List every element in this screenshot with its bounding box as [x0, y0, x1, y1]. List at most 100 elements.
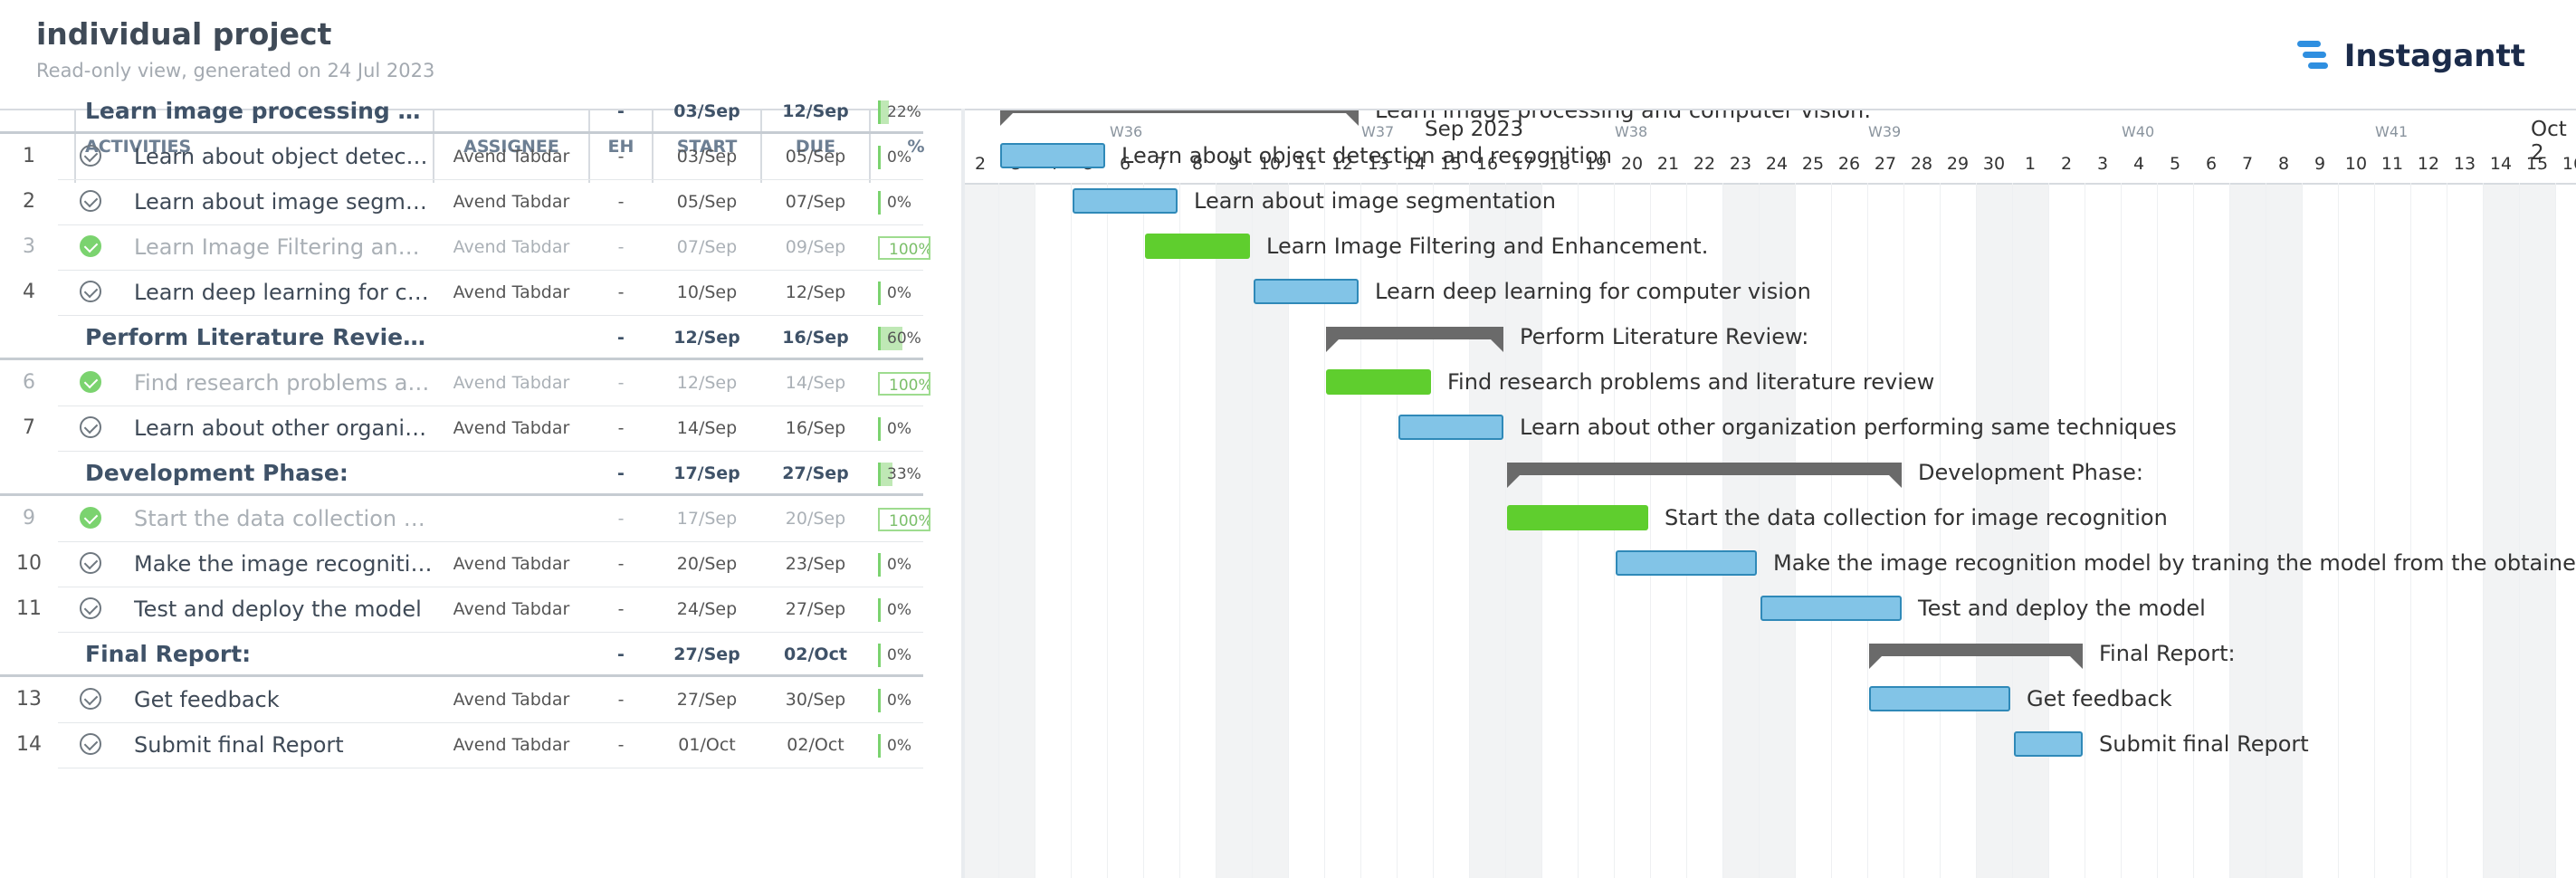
- task-row[interactable]: 4 Avend Tabdar Learn deep learning for co.…: [0, 270, 923, 315]
- estimated-hours[interactable]: -: [617, 192, 625, 212]
- assignee[interactable]: Avend Tabdar: [453, 599, 570, 619]
- estimated-hours[interactable]: -: [617, 101, 625, 121]
- start-date[interactable]: 24/Sep: [676, 599, 738, 619]
- start-date[interactable]: 01/Oct: [678, 735, 736, 755]
- estimated-hours[interactable]: -: [617, 735, 625, 755]
- progress-indicator[interactable]: 100%: [878, 372, 930, 396]
- pane-splitter[interactable]: [961, 109, 965, 878]
- complete-checkbox-icon[interactable]: [80, 552, 101, 574]
- due-date[interactable]: 02/Oct: [784, 644, 847, 664]
- estimated-hours[interactable]: -: [617, 282, 625, 302]
- task-name[interactable]: Submit final Report: [134, 732, 344, 758]
- estimated-hours[interactable]: -: [617, 373, 625, 393]
- start-date[interactable]: 12/Sep: [676, 373, 738, 393]
- complete-checkbox-icon[interactable]: [80, 235, 101, 257]
- start-date[interactable]: 20/Sep: [676, 554, 738, 574]
- due-date[interactable]: 30/Sep: [785, 690, 846, 710]
- start-date[interactable]: 03/Sep: [673, 101, 740, 121]
- task-name[interactable]: Development Phase:: [85, 460, 348, 486]
- progress-indicator[interactable]: 100%: [878, 508, 930, 531]
- due-date[interactable]: 09/Sep: [785, 237, 846, 257]
- task-bar[interactable]: [1000, 143, 1105, 168]
- complete-checkbox-icon[interactable]: [80, 733, 101, 755]
- progress-indicator[interactable]: 0%: [878, 417, 930, 441]
- task-bar[interactable]: [2014, 731, 2083, 757]
- task-bar[interactable]: [1398, 415, 1503, 440]
- estimated-hours[interactable]: -: [617, 644, 625, 664]
- group-summary-bar[interactable]: [1326, 327, 1503, 352]
- complete-checkbox-icon[interactable]: [80, 688, 101, 710]
- column-header-assignee[interactable]: ASSIGNEE: [434, 110, 590, 183]
- due-date[interactable]: 02/Oct: [787, 735, 844, 755]
- progress-indicator[interactable]: 0%: [878, 598, 930, 622]
- assignee[interactable]: Avend Tabdar: [453, 554, 570, 574]
- task-row[interactable]: 7 Avend Tabdar Learn about other organizat…: [0, 406, 923, 451]
- task-name[interactable]: Test and deploy the model: [134, 596, 422, 622]
- progress-indicator[interactable]: 100%: [878, 236, 930, 260]
- complete-checkbox-icon[interactable]: [80, 507, 101, 529]
- task-name[interactable]: Learn about other organizat...: [134, 415, 433, 441]
- progress-indicator[interactable]: 0%: [878, 282, 930, 305]
- task-name[interactable]: Make the image recognition...: [134, 551, 433, 577]
- task-row[interactable]: 9 Start the data collection for ... - 17/Se…: [0, 496, 930, 541]
- start-date[interactable]: 10/Sep: [676, 282, 738, 302]
- assignee[interactable]: Avend Tabdar: [453, 192, 570, 212]
- complete-checkbox-icon[interactable]: [80, 597, 101, 619]
- progress-indicator[interactable]: 0%: [878, 734, 930, 758]
- task-bar[interactable]: [1326, 369, 1431, 395]
- column-header-activities[interactable]: ACTIVITIES: [76, 110, 434, 183]
- due-date[interactable]: 16/Sep: [782, 328, 849, 348]
- progress-indicator[interactable]: 0%: [878, 689, 930, 712]
- estimated-hours[interactable]: -: [617, 509, 625, 529]
- assignee[interactable]: Avend Tabdar: [453, 237, 570, 257]
- assignee[interactable]: Avend Tabdar: [453, 373, 570, 393]
- start-date[interactable]: 27/Sep: [676, 690, 738, 710]
- progress-indicator[interactable]: 0%: [878, 191, 930, 215]
- complete-checkbox-icon[interactable]: [80, 190, 101, 212]
- task-name[interactable]: Learn deep learning for co...: [134, 280, 433, 305]
- group-summary-bar[interactable]: [1869, 644, 2083, 669]
- task-name[interactable]: Learn Image Filtering and E...: [134, 234, 433, 260]
- start-date[interactable]: 17/Sep: [673, 463, 740, 483]
- estimated-hours[interactable]: -: [617, 147, 625, 167]
- estimated-hours[interactable]: -: [617, 690, 625, 710]
- group-summary-bar[interactable]: [1507, 463, 1902, 488]
- task-name[interactable]: Learn about image segmen...: [134, 189, 433, 215]
- task-row[interactable]: 1 Avend Tabdar Learn about object detectio…: [0, 134, 923, 179]
- due-date[interactable]: 12/Sep: [785, 282, 846, 302]
- due-date[interactable]: 20/Sep: [785, 509, 846, 529]
- task-bar[interactable]: [1869, 686, 2010, 711]
- assignee[interactable]: [434, 496, 588, 541]
- progress-indicator[interactable]: 0%: [878, 644, 930, 667]
- progress-indicator[interactable]: 33%: [878, 463, 930, 486]
- estimated-hours[interactable]: -: [617, 463, 625, 483]
- due-date[interactable]: 14/Sep: [785, 373, 846, 393]
- instagantt-logo[interactable]: Instagantt: [2295, 36, 2525, 76]
- task-row[interactable]: 11 Avend Tabdar Test and deploy the model -…: [0, 587, 923, 632]
- start-date[interactable]: 12/Sep: [673, 328, 740, 348]
- due-date[interactable]: 27/Sep: [785, 599, 846, 619]
- task-name[interactable]: Start the data collection for ...: [134, 506, 433, 531]
- progress-indicator[interactable]: 0%: [878, 553, 930, 577]
- task-row[interactable]: 6 Avend Tabdar Find research problems and.…: [0, 360, 930, 406]
- task-row[interactable]: 3 Avend Tabdar Learn Image Filtering and E…: [0, 224, 930, 270]
- task-row[interactable]: 10 Avend Tabdar Make the image recognition…: [0, 541, 923, 587]
- progress-indicator[interactable]: 60%: [878, 327, 930, 350]
- estimated-hours[interactable]: -: [617, 328, 625, 348]
- due-date[interactable]: 12/Sep: [782, 101, 849, 121]
- group-row[interactable]: Final Report: - 27/Sep 02/Oct 0%: [0, 632, 923, 677]
- group-row[interactable]: Learn image processing and co... - 03/Sep 1…: [0, 89, 923, 134]
- due-date[interactable]: 07/Sep: [785, 192, 846, 212]
- task-row[interactable]: 13 Avend Tabdar Get feedback - 27/Sep 30/Sep 0…: [0, 677, 923, 722]
- due-date[interactable]: 27/Sep: [782, 463, 849, 483]
- task-name[interactable]: Perform Literature Review:: [85, 324, 433, 350]
- complete-checkbox-icon[interactable]: [80, 145, 101, 167]
- task-name[interactable]: Learn image processing and co...: [85, 98, 433, 124]
- start-date[interactable]: 07/Sep: [676, 237, 738, 257]
- column-header-percent[interactable]: %: [907, 137, 925, 157]
- task-row[interactable]: 2 Avend Tabdar Learn about image segmen...…: [0, 179, 923, 224]
- task-name[interactable]: Get feedback: [134, 687, 280, 712]
- assignee[interactable]: Avend Tabdar: [453, 282, 570, 302]
- start-date[interactable]: 14/Sep: [676, 418, 738, 438]
- task-bar[interactable]: [1616, 550, 1757, 576]
